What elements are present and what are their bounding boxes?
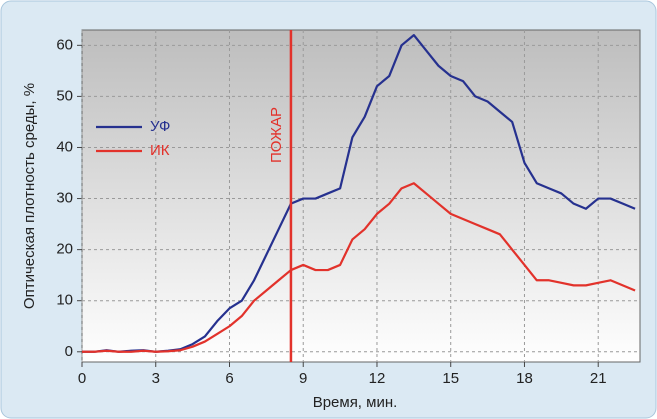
event-label: ПОЖАР (268, 107, 285, 163)
x-axis-label: Время, мин. (313, 394, 398, 411)
y-tick-label: 0 (65, 343, 73, 360)
x-tick-label: 3 (152, 370, 160, 387)
y-tick-label: 30 (56, 190, 73, 207)
y-axis-label: Оптическая плотность среды, % (21, 83, 38, 309)
y-tick-label: 20 (56, 241, 73, 258)
y-tick-label: 60 (56, 36, 73, 53)
plot-area (81, 29, 641, 363)
x-tick-label: 15 (442, 370, 459, 387)
x-tick-label: 9 (299, 370, 307, 387)
legend-label: УФ (150, 118, 170, 135)
legend-label: ИК (150, 142, 170, 159)
x-tick-label: 21 (590, 370, 607, 387)
y-tick-label: 50 (56, 87, 73, 104)
y-tick-label: 40 (56, 138, 73, 155)
data-line (82, 182, 636, 353)
x-tick-label: 0 (78, 370, 86, 387)
x-tick-label: 18 (516, 370, 533, 387)
x-tick-label: 6 (225, 370, 233, 387)
x-tick-label: 12 (369, 370, 386, 387)
y-tick-label: 10 (56, 292, 73, 309)
